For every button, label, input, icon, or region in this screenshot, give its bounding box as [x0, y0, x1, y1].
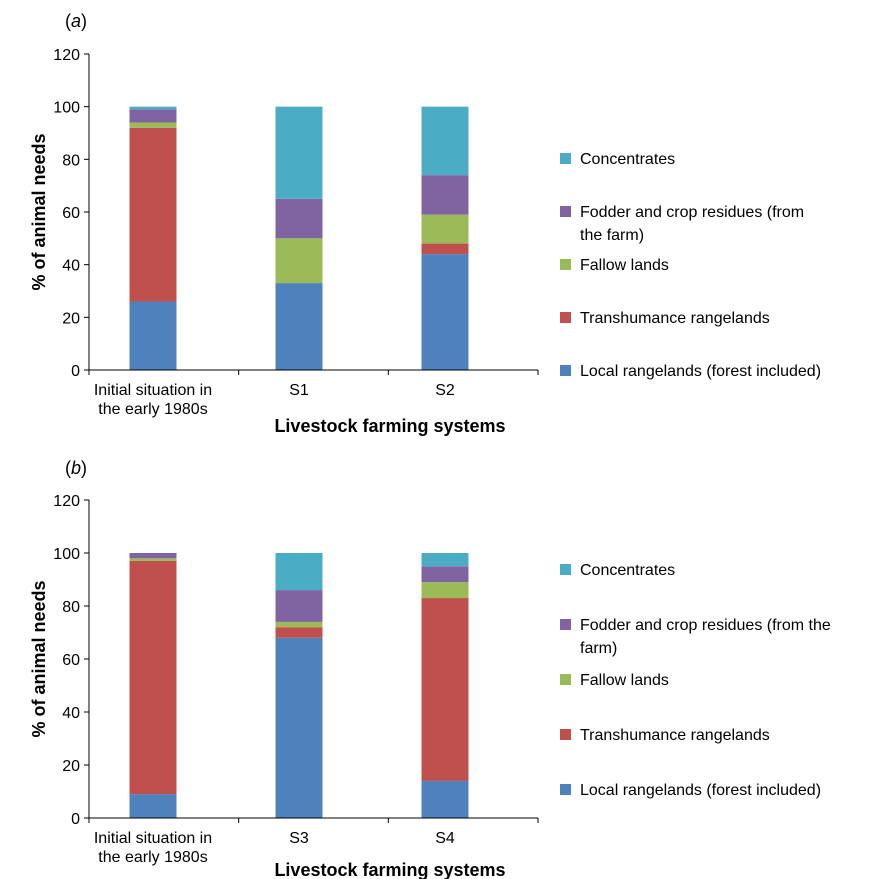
bar-segment	[275, 553, 323, 591]
bar-segment	[275, 106, 323, 199]
legend-swatch	[560, 153, 571, 164]
x-tick-label: Initial situation in	[94, 382, 212, 399]
panel-label-letter: b	[71, 458, 81, 478]
bar-segment	[129, 794, 177, 818]
y-tick-label: 20	[62, 310, 80, 327]
bar-segment	[421, 243, 469, 255]
bar-segment	[421, 106, 469, 176]
x-axis-title: Livestock farming systems	[274, 416, 505, 436]
bar-segment	[129, 553, 177, 559]
y-tick-label: 80	[62, 152, 80, 169]
legend-label: Transhumance rangelands	[580, 727, 770, 744]
bar-segment	[129, 122, 177, 128]
legend-swatch	[560, 206, 571, 217]
bar-segment	[421, 566, 469, 583]
x-tick-label: S1	[289, 382, 309, 399]
legend-label: Fodder and crop residues (from the	[580, 617, 831, 634]
bar-segment	[129, 301, 177, 370]
legend-label: the farm)	[580, 227, 644, 244]
bar-segment	[421, 175, 469, 215]
bar-segment	[421, 254, 469, 370]
legend-swatch	[560, 784, 571, 795]
legend-label: Concentrates	[580, 562, 675, 579]
panel-label-close: )	[81, 458, 87, 478]
panel-label: (a)	[65, 11, 87, 31]
y-tick-label: 40	[62, 705, 80, 722]
y-tick-label: 120	[53, 47, 80, 64]
bar-segment	[129, 127, 177, 302]
bar-segment	[275, 238, 323, 284]
bar-segment	[421, 553, 469, 567]
bar-segment	[275, 621, 323, 628]
legend-swatch	[560, 674, 571, 685]
bar-segment	[275, 637, 323, 818]
legend-swatch	[560, 365, 571, 376]
y-axis-title: % of animal needs	[29, 580, 49, 737]
bar-segment	[421, 214, 469, 244]
chart-panel-b: (b) 0 20 40 60 80 100 120 Initial situation in th…	[29, 458, 831, 879]
y-tick-label: 80	[62, 599, 80, 616]
panel-label-close: )	[81, 11, 87, 31]
legend-swatch	[560, 564, 571, 575]
x-tick-label: S2	[435, 382, 455, 399]
bar-segment	[129, 558, 177, 561]
x-axis-title: Livestock farming systems	[274, 860, 505, 879]
bar-segment	[129, 560, 177, 795]
panel-label-open: (	[65, 11, 71, 31]
bar-segment	[129, 106, 177, 110]
y-tick-label: 60	[62, 205, 80, 222]
bar-segment	[129, 109, 177, 123]
x-tick-label: S3	[289, 830, 309, 847]
panel-label: (b)	[65, 458, 87, 478]
bar-segment	[275, 590, 323, 622]
x-tick-label: the early 1980s	[98, 849, 207, 866]
x-tick-label: S4	[435, 830, 455, 847]
y-tick-label: 0	[71, 811, 80, 828]
legend-label: Fodder and crop residues (from	[580, 204, 804, 221]
legend-label: Local rangelands (forest included)	[580, 782, 821, 799]
bar-segment	[275, 627, 323, 638]
panel-label-letter: a	[71, 11, 81, 31]
bar-segment	[421, 780, 469, 818]
y-tick-label: 40	[62, 258, 80, 275]
legend-swatch	[560, 619, 571, 630]
legend-label: Fallow lands	[580, 672, 669, 689]
legend-swatch	[560, 729, 571, 740]
y-tick-label: 20	[62, 758, 80, 775]
bar-segment	[275, 283, 323, 370]
legend-label: Concentrates	[580, 151, 675, 168]
x-tick-label: the early 1980s	[98, 401, 207, 418]
legend-label: Transhumance rangelands	[580, 310, 770, 327]
legend-swatch	[560, 259, 571, 270]
legend-label: Local rangelands (forest included)	[580, 363, 821, 380]
y-tick-label: 120	[53, 493, 80, 510]
y-tick-label: 0	[71, 363, 80, 380]
y-axis-title: % of animal needs	[29, 133, 49, 290]
legend-label: Fallow lands	[580, 257, 669, 274]
y-tick-label: 100	[53, 100, 80, 117]
y-tick-label: 100	[53, 546, 80, 563]
bar-segment	[421, 598, 469, 781]
legend-label: farm)	[580, 640, 617, 657]
chart-panel-a: (a) 0 20 40 60 80 100 120 Initial situation in th…	[29, 11, 821, 436]
bar-segment	[421, 582, 469, 599]
bar-segment	[275, 198, 323, 239]
y-tick-label: 60	[62, 652, 80, 669]
x-tick-label: Initial situation in	[94, 830, 212, 847]
panel-label-open: (	[65, 458, 71, 478]
legend-swatch	[560, 312, 571, 323]
